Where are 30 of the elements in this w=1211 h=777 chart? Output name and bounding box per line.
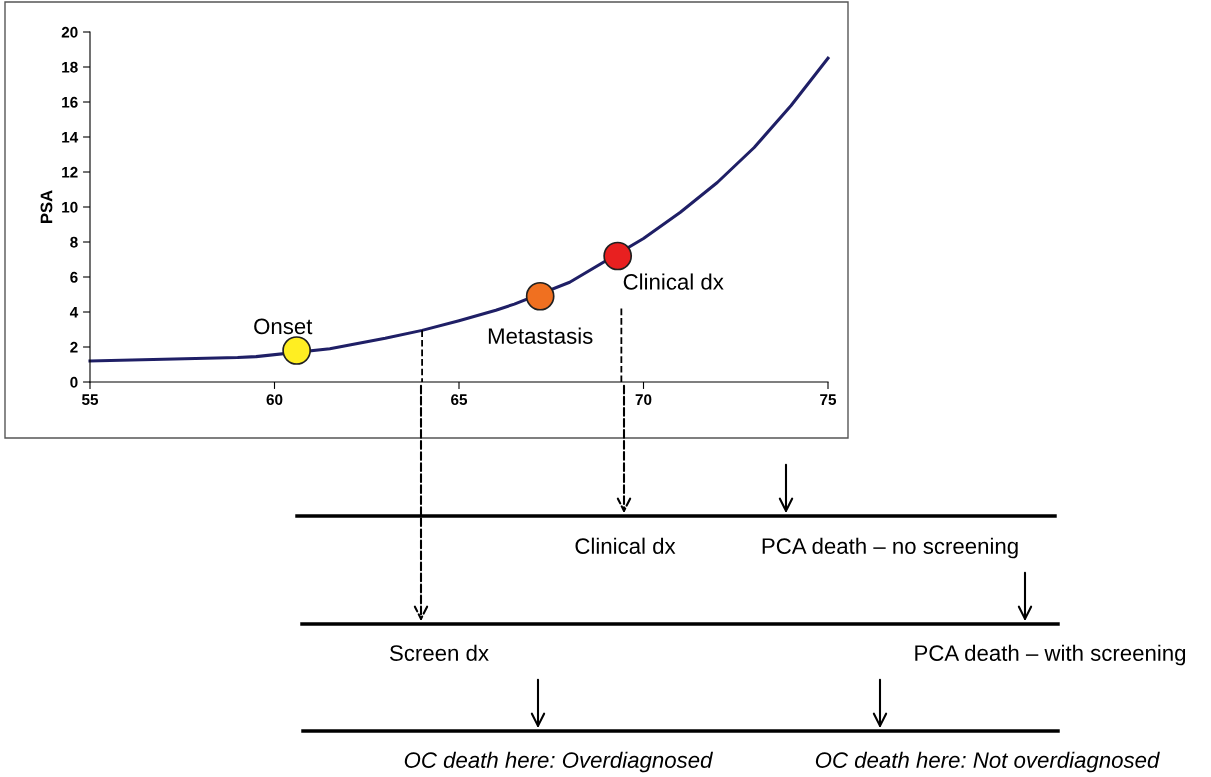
y-tick-label: 4 — [69, 307, 79, 318]
y-tick-label: 18 — [62, 61, 78, 73]
x-tick-label: 65 — [451, 394, 468, 406]
x-tick-label: 60 — [266, 394, 283, 406]
annotation: Onset — [254, 318, 313, 335]
text: OC death here: Not overdiagnosed — [815, 751, 1160, 773]
x-tick-label: 75 — [820, 394, 837, 406]
y-tick-label: 20 — [61, 26, 78, 38]
text: Screen dx — [389, 644, 489, 661]
annotation: Metastasis — [488, 327, 593, 344]
annotation: Clinical dx — [623, 273, 724, 290]
y-tick-label: 12 — [62, 166, 78, 178]
y-tick-label: 14 — [62, 132, 79, 143]
line-series — [88, 56, 830, 363]
text: OC death here: Overdiagnosed — [404, 751, 714, 773]
point — [282, 336, 312, 365]
y-tick-label: 6 — [70, 271, 78, 283]
y-tick-label: 8 — [70, 236, 78, 248]
point — [603, 241, 633, 271]
y-tick-label: 0 — [70, 376, 78, 388]
x-tick-label: 55 — [81, 394, 99, 406]
y-axis-title: PSA — [40, 190, 53, 224]
y-tick-label: 2 — [70, 341, 78, 353]
text: Clinical dx — [575, 537, 676, 554]
point — [525, 281, 555, 311]
y-tick-label: 16 — [62, 96, 78, 108]
text: PCA death – no screening — [762, 537, 1018, 559]
text: PCA death – with screening — [915, 644, 1186, 666]
y-tick-label: 10 — [62, 201, 78, 213]
x-tick-label: 70 — [635, 394, 652, 406]
